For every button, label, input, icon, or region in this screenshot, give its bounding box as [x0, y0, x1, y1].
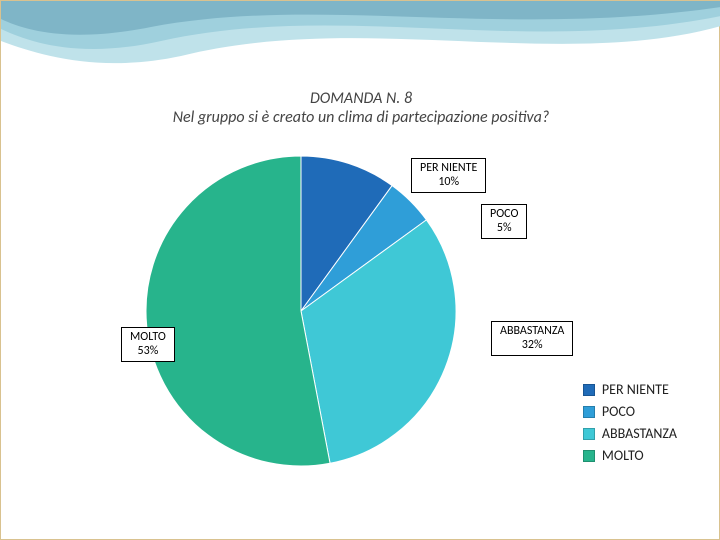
- legend-item-per-niente: PER NIENTE: [583, 381, 677, 398]
- legend-item-poco: POCO: [583, 403, 677, 420]
- callout-poco: POCO 5%: [481, 204, 527, 239]
- title-line-2: Nel gruppo si è creato un clima di parte…: [1, 108, 720, 127]
- chart-title: DOMANDA N. 8 Nel gruppo si è creato un c…: [1, 89, 720, 127]
- pie-chart: [141, 151, 461, 471]
- callout-label: ABBASTANZA: [500, 324, 564, 338]
- callout-label: PER NIENTE: [420, 161, 477, 175]
- legend-item-molto: MOLTO: [583, 447, 677, 464]
- pie-chart-svg: [141, 151, 461, 471]
- callout-percent: 53%: [130, 344, 166, 358]
- legend-swatch: [583, 384, 595, 396]
- legend: PER NIENTE POCO ABBASTANZA MOLTO: [583, 376, 677, 469]
- legend-label: ABBASTANZA: [602, 425, 677, 442]
- callout-per-niente: PER NIENTE 10%: [411, 158, 486, 193]
- callout-percent: 32%: [500, 338, 564, 352]
- legend-item-abbastanza: ABBASTANZA: [583, 425, 677, 442]
- callout-molto: MOLTO 53%: [121, 327, 175, 362]
- wave-layer-3: [1, 1, 720, 63]
- legend-label: MOLTO: [602, 447, 644, 464]
- legend-swatch: [583, 450, 595, 462]
- title-line-1: DOMANDA N. 8: [1, 89, 720, 108]
- callout-label: MOLTO: [130, 330, 166, 344]
- legend-swatch: [583, 428, 595, 440]
- slide-frame: DOMANDA N. 8 Nel gruppo si è creato un c…: [0, 0, 720, 540]
- legend-label: PER NIENTE: [602, 381, 669, 398]
- callout-percent: 5%: [490, 221, 518, 235]
- wave-layer-2: [1, 1, 720, 49]
- legend-label: POCO: [602, 403, 635, 420]
- callout-label: POCO: [490, 207, 518, 221]
- decorative-wave: [1, 1, 720, 81]
- legend-swatch: [583, 406, 595, 418]
- wave-layer-1: [1, 1, 720, 35]
- callout-percent: 10%: [420, 175, 477, 189]
- callout-abbastanza: ABBASTANZA 32%: [491, 321, 573, 356]
